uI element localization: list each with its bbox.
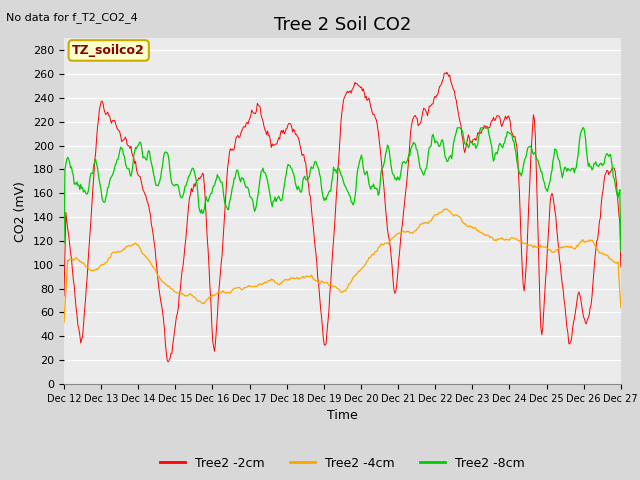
Title: Tree 2 Soil CO2: Tree 2 Soil CO2	[274, 16, 411, 34]
Text: TZ_soilco2: TZ_soilco2	[72, 44, 145, 57]
Y-axis label: CO2 (mV): CO2 (mV)	[15, 181, 28, 241]
Legend: Tree2 -2cm, Tree2 -4cm, Tree2 -8cm: Tree2 -2cm, Tree2 -4cm, Tree2 -8cm	[156, 452, 529, 475]
X-axis label: Time: Time	[327, 409, 358, 422]
Text: No data for f_T2_CO2_4: No data for f_T2_CO2_4	[6, 12, 138, 23]
